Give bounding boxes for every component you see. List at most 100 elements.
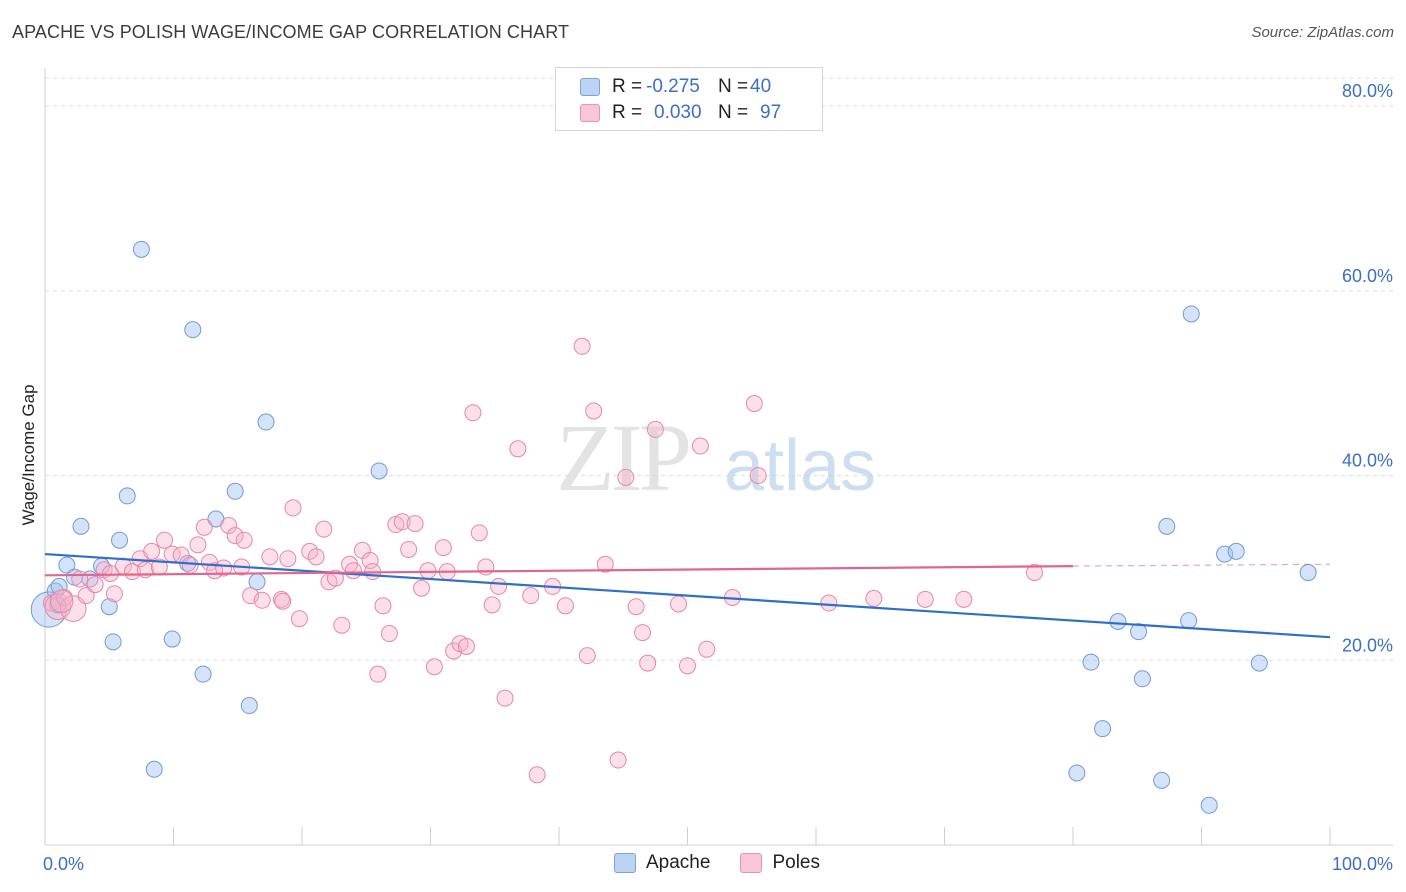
legend-label-apache: Apache — [646, 852, 711, 873]
poles-trend-line — [44, 564, 1074, 577]
y-tick-label: 40.0% — [1342, 451, 1393, 471]
apache-point — [1180, 612, 1198, 630]
poles-point — [425, 658, 443, 676]
poles-point — [400, 540, 418, 558]
poles-point — [274, 592, 292, 610]
apache-point — [1133, 670, 1151, 688]
poles-point — [406, 515, 424, 533]
poles-point — [307, 548, 325, 566]
poles-point — [215, 559, 233, 577]
poles-point — [496, 689, 514, 707]
poles-point — [220, 516, 238, 534]
poles-point — [528, 766, 546, 784]
series-legend: Apache Poles — [614, 852, 850, 874]
legend-r-label: R = — [612, 102, 643, 123]
poles-point — [670, 595, 688, 613]
apache-point — [1158, 517, 1176, 535]
apache-point — [184, 321, 202, 339]
poles-point — [556, 597, 574, 615]
poles-point — [639, 654, 657, 672]
poles-point — [585, 402, 603, 420]
legend-r-value: 0.030 — [654, 102, 702, 123]
legend-n-value: 40 — [750, 76, 772, 97]
trend-lines — [44, 552, 1331, 639]
apache-trend-line — [44, 552, 1331, 639]
poles-point — [457, 637, 475, 655]
poles-point — [261, 548, 279, 566]
poles-point — [419, 562, 437, 580]
watermark-atlas: atlas — [724, 426, 876, 506]
poles-point — [369, 665, 387, 683]
poles-point — [156, 531, 174, 549]
legend-label-poles: Poles — [772, 852, 820, 873]
apache-point — [145, 760, 163, 778]
poles-point — [235, 531, 253, 549]
legend-swatch-apache — [580, 78, 600, 96]
apache-point — [111, 531, 129, 549]
poles-point — [413, 579, 431, 597]
poles-point — [745, 395, 763, 413]
legend-swatch-poles — [580, 104, 600, 122]
poles-point — [195, 518, 213, 536]
poles-point — [955, 590, 973, 608]
apache-point — [1227, 542, 1245, 560]
legend-item-apache: Apache — [614, 852, 710, 874]
apache-point — [132, 240, 150, 258]
apache-point — [72, 517, 90, 535]
chart-source: Source: ZipAtlas.com — [1251, 24, 1394, 41]
poles-point — [634, 624, 652, 642]
apache-point — [104, 633, 122, 651]
legend-r-value: -0.275 — [646, 76, 700, 97]
poles-point — [59, 595, 87, 622]
poles-point — [290, 610, 308, 628]
poles-point — [253, 591, 271, 609]
axes — [44, 68, 1393, 846]
poles-point — [86, 576, 104, 594]
poles-trend-extension — [1072, 563, 1331, 567]
poles-point — [679, 657, 696, 675]
apache-point — [1068, 764, 1086, 782]
poles-point — [916, 590, 934, 608]
legend-item-poles: Poles — [740, 852, 820, 874]
data-points — [30, 240, 1317, 814]
poles-point — [573, 337, 591, 355]
poles-point — [226, 527, 244, 545]
poles-point — [143, 542, 161, 560]
poles-point — [691, 437, 709, 455]
poles-point — [596, 555, 614, 573]
poles-point — [522, 587, 540, 605]
y-tick-label: 60.0% — [1342, 266, 1393, 286]
poles-point — [627, 598, 645, 616]
poles-point — [374, 597, 392, 615]
poles-point — [698, 640, 716, 658]
legend-n-value: 97 — [760, 102, 782, 123]
poles-point — [380, 625, 398, 643]
poles-point — [284, 499, 302, 517]
poles-point — [865, 589, 883, 607]
apache-point — [226, 482, 244, 500]
legend-swatch-apache — [614, 853, 636, 873]
chart-title: APACHE VS POLISH WAGE/INCOME GAP CORRELA… — [12, 22, 570, 42]
poles-point — [646, 420, 664, 438]
apache-point — [1182, 305, 1200, 323]
poles-point — [464, 404, 482, 422]
poles-point — [490, 577, 508, 595]
apache-point — [1082, 653, 1100, 671]
poles-point — [820, 594, 838, 612]
apache-point — [1153, 771, 1171, 789]
poles-point — [77, 587, 95, 605]
x-tick-label: 100.0% — [1332, 854, 1393, 874]
poles-point — [102, 564, 120, 582]
apache-point — [257, 413, 275, 431]
legend-n-label: N = — [718, 76, 749, 97]
poles-point — [617, 468, 635, 486]
y-tick-label: 20.0% — [1342, 635, 1393, 655]
poles-point — [315, 520, 333, 538]
y-tick-label: 80.0% — [1342, 81, 1393, 101]
poles-point — [50, 589, 74, 613]
poles-point — [434, 539, 452, 557]
apache-point — [1200, 796, 1218, 814]
poles-point — [749, 467, 767, 485]
apache-point — [240, 697, 258, 715]
